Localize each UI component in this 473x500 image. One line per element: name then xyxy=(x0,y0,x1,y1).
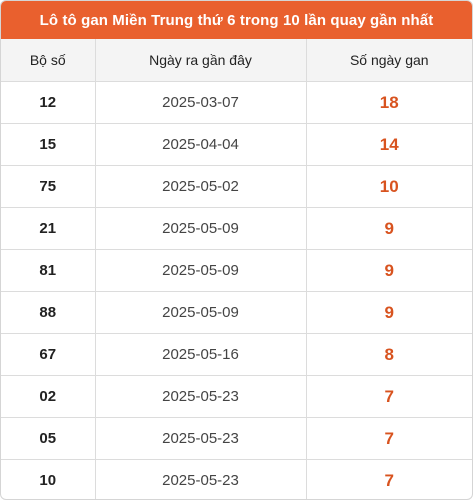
cell-last-date: 2025-04-04 xyxy=(95,123,307,166)
table-row: 02 2025-05-23 7 xyxy=(1,375,472,418)
cell-last-date: 2025-05-23 xyxy=(95,459,307,499)
table-row: 05 2025-05-23 7 xyxy=(1,417,472,460)
column-header-last-date: Ngày ra gần đây xyxy=(95,39,307,82)
header-row: Bộ số Ngày ra gần đây Số ngày gan xyxy=(1,39,472,82)
table-row: 10 2025-05-23 7 xyxy=(1,459,472,499)
table-row: 81 2025-05-09 9 xyxy=(1,249,472,292)
cell-last-date: 2025-05-23 xyxy=(95,417,307,460)
column-header-gan-days: Số ngày gan xyxy=(306,39,472,82)
cell-gan-days: 9 xyxy=(306,207,472,250)
cell-gan-days: 8 xyxy=(306,333,472,376)
cell-number: 75 xyxy=(1,165,96,208)
cell-number: 21 xyxy=(1,207,96,250)
cell-gan-days: 9 xyxy=(306,291,472,334)
cell-last-date: 2025-03-07 xyxy=(95,81,307,124)
cell-last-date: 2025-05-09 xyxy=(95,249,307,292)
table-row: 15 2025-04-04 14 xyxy=(1,123,472,166)
cell-gan-days: 7 xyxy=(384,470,394,490)
cell-gan-days: 14 xyxy=(306,123,472,166)
cell-gan-days: 10 xyxy=(306,165,472,208)
table-row: 88 2025-05-09 9 xyxy=(1,291,472,334)
cell-last-date: 2025-05-16 xyxy=(95,333,307,376)
cell-number: 02 xyxy=(1,375,96,418)
cell-number: 10 xyxy=(1,459,96,499)
table-row: 12 2025-03-07 18 xyxy=(1,81,472,124)
cell-number: 05 xyxy=(1,417,96,460)
cell-number: 15 xyxy=(1,123,96,166)
cell-last-date: 2025-05-02 xyxy=(95,165,307,208)
cell-gan-days: 7 xyxy=(306,417,472,460)
table-row: 75 2025-05-02 10 xyxy=(1,165,472,208)
cell-gan-days: 18 xyxy=(306,81,472,124)
cell-number: 81 xyxy=(1,249,96,292)
cell-number: 88 xyxy=(1,291,96,334)
cell-last-date: 2025-05-09 xyxy=(95,291,307,334)
table-row: 67 2025-05-16 8 xyxy=(1,333,472,376)
cell-gan-days: 7 xyxy=(306,375,472,418)
table-header: Bộ số Ngày ra gần đây Số ngày gan xyxy=(1,39,472,82)
cell-number: 67 xyxy=(1,333,96,376)
table-body: 12 2025-03-07 18 15 2025-04-04 14 75 202… xyxy=(1,81,472,499)
cell-last-date: 2025-05-09 xyxy=(95,207,307,250)
column-header-number: Bộ số xyxy=(1,39,96,82)
cell-gan-days: 9 xyxy=(306,249,472,292)
cell-number: 12 xyxy=(1,81,96,124)
table-title: Lô tô gan Miền Trung thứ 6 trong 10 lần … xyxy=(1,1,472,39)
table-row: 21 2025-05-09 9 xyxy=(1,207,472,250)
lotto-gan-table: Bộ số Ngày ra gần đây Số ngày gan 12 202… xyxy=(1,39,472,499)
cell-last-date: 2025-05-23 xyxy=(95,375,307,418)
